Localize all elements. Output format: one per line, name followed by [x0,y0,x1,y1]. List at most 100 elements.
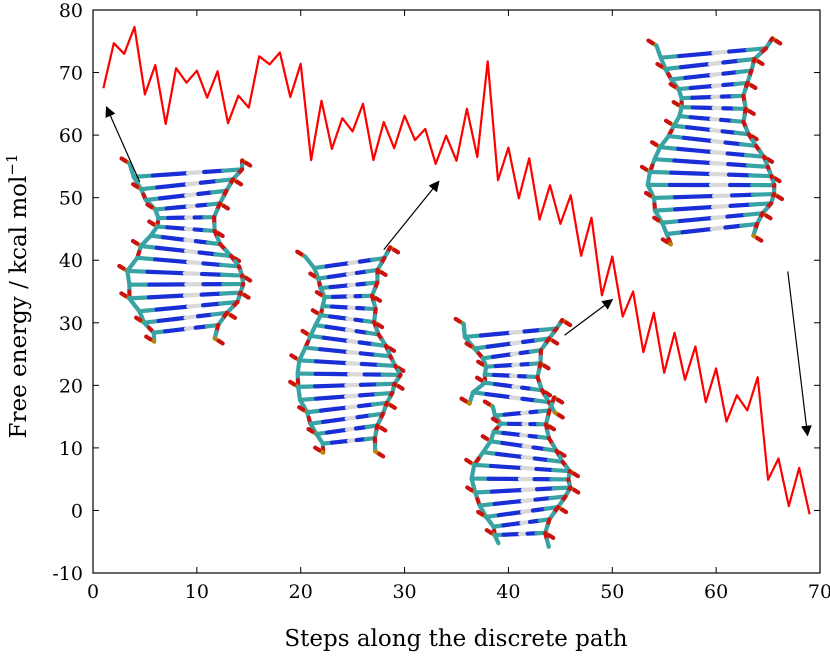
molecule-bond [242,293,251,300]
molecule-bond [692,159,714,166]
molecule-bond [199,271,225,277]
molecule-bond [707,60,726,67]
molecule-bond [743,153,767,159]
molecule-bond [387,346,397,353]
molecule-bond [234,179,244,187]
molecule-bond [345,349,363,356]
molecule-bond [738,142,759,149]
molecule-bond [376,362,398,368]
molecule-bond [750,134,759,142]
molecule-bond [303,345,323,352]
x-axis: 0 10 20 30 40 50 60 70 [87,10,830,603]
molecule-bond [484,391,502,398]
molecule-bond [721,70,740,76]
molecule-bond [356,402,376,409]
annotation-arrows [105,105,812,437]
molecule-bond [200,301,223,308]
molecule-bond [711,193,735,199]
molecule-bond [489,488,511,494]
molecule-bond [672,158,697,164]
molecule-bond [330,360,350,366]
molecule-bond [494,537,501,546]
molecule-bond [221,203,230,211]
molecule-bond [542,363,551,371]
molecule-bond [520,487,540,493]
molecule-bond [166,293,188,299]
molecule-bond [219,272,245,278]
arrow-to-end-arrow [787,271,812,437]
molecule-bond [484,528,493,535]
molecule-bond [774,38,783,46]
molecule-bond [375,381,397,387]
molecule-bond [546,458,565,464]
molecule-bond [478,331,500,338]
molecule-bond [119,156,128,164]
y-tick-label: 0 [71,500,83,522]
series-line [102,25,811,515]
y-tick-label: 60 [59,125,83,147]
molecule-bond [651,195,678,201]
molecule-bond [135,255,158,262]
molecule-bond [556,412,565,420]
molecule-bond [306,426,315,434]
molecule-bond [695,50,716,57]
arrow-to-step-50-arrow [564,298,614,336]
molecule-bond [289,353,298,360]
molecule-bond [520,396,538,403]
molecule-bond [465,485,474,493]
molecule-bond [170,258,191,265]
molecule-bond [559,507,569,515]
molecule-bond [218,290,243,296]
molecule-bond [379,270,388,278]
molecule-bond [201,261,224,268]
molecule-bond [671,123,690,130]
molecule-bond [708,171,732,177]
molecule-bond [678,63,699,70]
molecule-bond [694,61,713,68]
molecule-bond [219,262,242,269]
molecule-bond [547,533,556,540]
molecule-bond [508,329,527,335]
molecule-bond [314,359,336,365]
molecule-bond [216,338,225,346]
molecule-bond [532,456,551,463]
molecule-bond [664,230,685,237]
molecule-bond [297,396,319,403]
molecule-bond [748,201,774,207]
molecule-bond [144,334,153,342]
molecule-bond [747,109,756,116]
molecule-bond [171,182,190,188]
molecule-bond [185,169,207,176]
molecule-bond [152,257,175,263]
molecule-bond [727,47,750,54]
molecule-bond [723,140,743,147]
molecule-bond [652,215,661,223]
x-axis-label: Steps along the discrete path [284,626,627,652]
molecule-bond [726,162,751,168]
molecule-bond [672,194,699,200]
molecule-bond [475,375,484,383]
molecule-bond [729,192,756,198]
molecule-bond [739,221,760,228]
molecule-bond [547,424,557,432]
molecule-bond [745,163,770,169]
molecule-bond [138,243,159,250]
molecule-bond [736,56,757,63]
molecule-illustrations [117,36,785,549]
molecule-bond [169,171,190,177]
molecule-bond [244,275,253,283]
molecule-bond [725,212,748,219]
molecule-bond [313,445,322,453]
molecule-bond [680,228,701,235]
molecule-bond [735,68,754,75]
molecule-bond [505,464,525,471]
molecule-bond [197,250,218,257]
molecule-bond [657,145,681,151]
molecule-bond [496,511,514,518]
molecule-bond [213,252,234,259]
molecule-bond [544,537,551,549]
molecule-bond [506,487,525,493]
y-axis-label: Free energy / kcal mol−1 [3,154,32,439]
molecule-bond [671,100,680,107]
molecule-bond [308,333,326,340]
